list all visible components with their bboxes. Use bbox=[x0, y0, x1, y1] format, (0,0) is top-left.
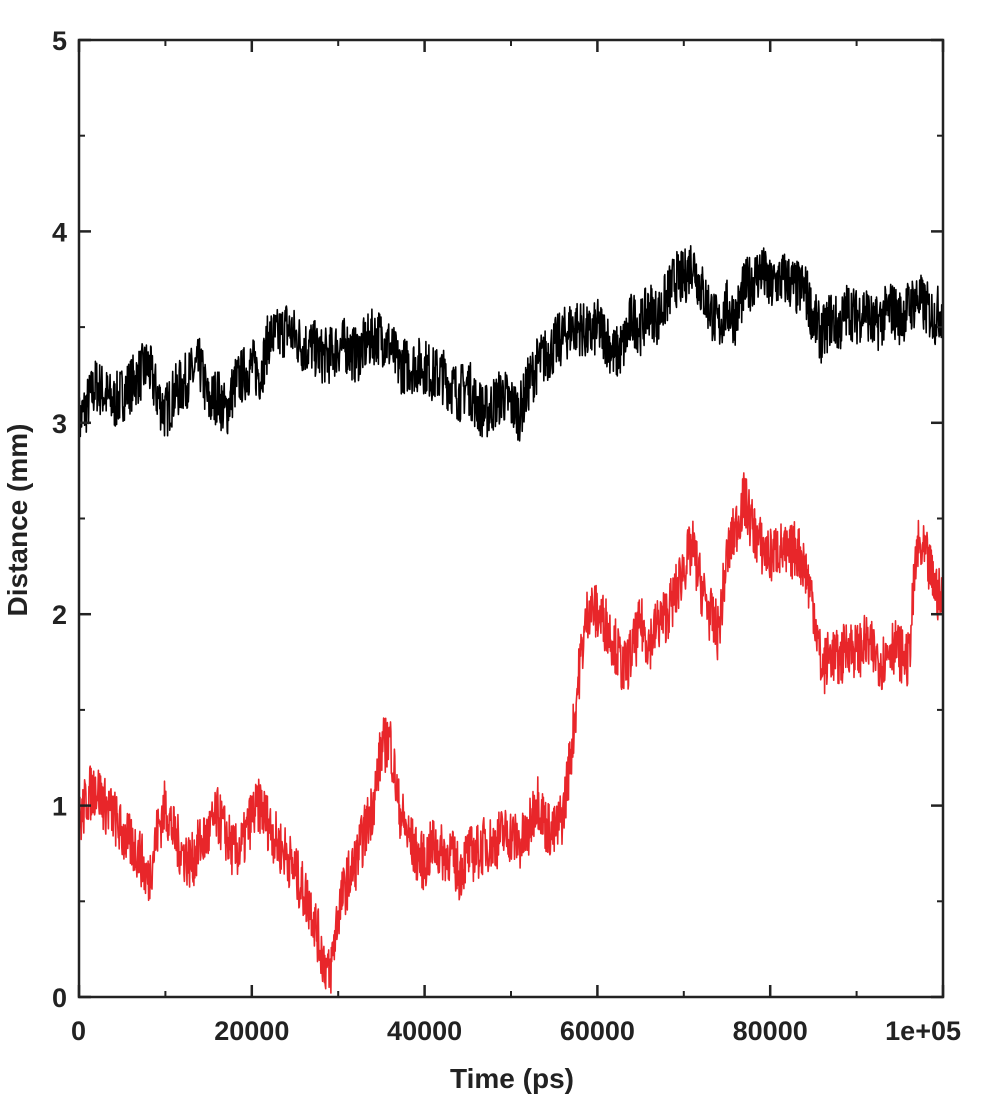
x-tick-label: 0 bbox=[71, 1016, 86, 1046]
series-line-1 bbox=[78, 245, 944, 452]
y-tick-label: 5 bbox=[52, 26, 67, 56]
x-tick-label: 40000 bbox=[387, 1016, 462, 1046]
x-tick-label: 80000 bbox=[733, 1016, 808, 1046]
x-tick-label: 60000 bbox=[560, 1016, 635, 1046]
y-tick-label: 2 bbox=[52, 600, 67, 630]
x-axis-title: Time (ps) bbox=[450, 1063, 574, 1094]
x-tick-label: 1e+05 bbox=[885, 1016, 961, 1046]
series-line-2 bbox=[78, 472, 944, 994]
y-tick-label: 3 bbox=[52, 409, 67, 439]
y-tick-label: 1 bbox=[52, 792, 67, 822]
y-axis-title: Distance (mm) bbox=[2, 424, 33, 617]
y-tick-label: 0 bbox=[52, 983, 67, 1013]
x-tick-label: 20000 bbox=[214, 1016, 289, 1046]
y-tick-label: 4 bbox=[52, 217, 67, 247]
